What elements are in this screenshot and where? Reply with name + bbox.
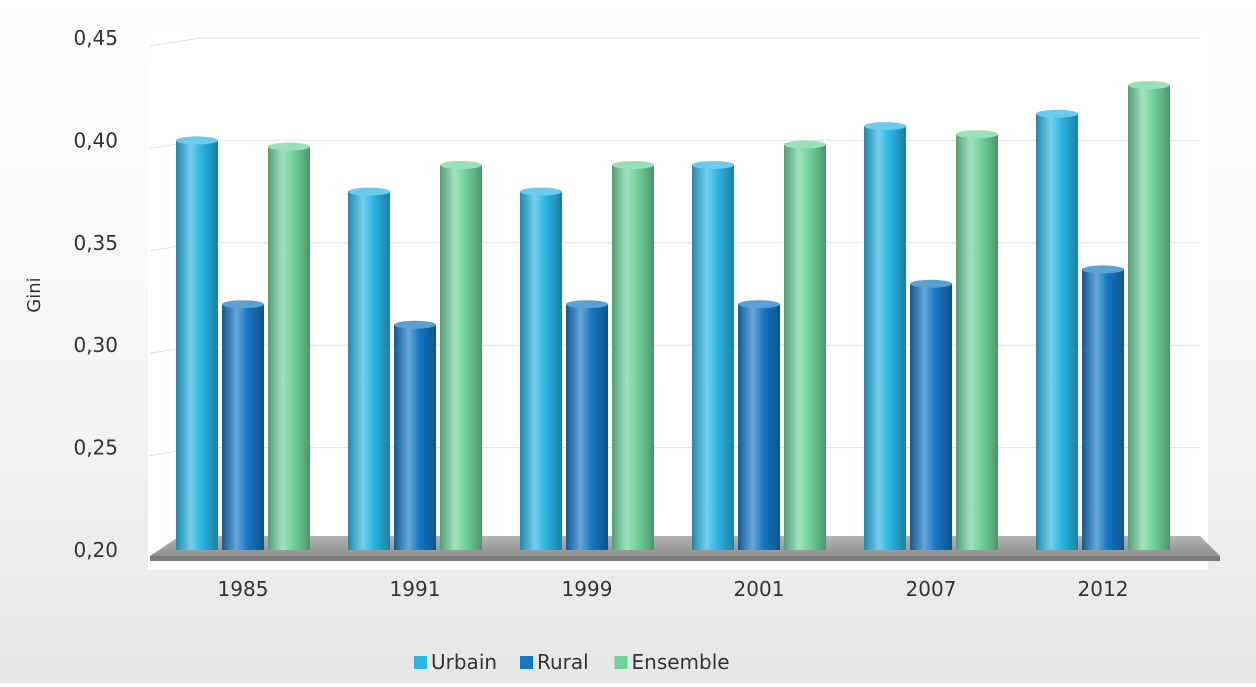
bar-body (520, 191, 562, 550)
bar-body (1128, 85, 1170, 550)
bar-top (268, 142, 310, 151)
bar-ensemble-1985 (268, 142, 310, 550)
bar-urbain-1999 (520, 187, 562, 550)
bar-top (1128, 81, 1170, 90)
x-tick-label: 1991 (390, 577, 441, 601)
bar-urbain-2007 (864, 122, 906, 551)
x-tick-label: 2007 (906, 577, 957, 601)
y-tick-label: 0,30 (73, 333, 118, 357)
bar-body (692, 164, 734, 550)
bar-ensemble-2012 (1128, 81, 1170, 550)
bar-body (268, 146, 310, 550)
bar-top (222, 300, 264, 309)
bar-rural-2012 (1082, 265, 1124, 550)
bar-body (394, 324, 436, 550)
bar-urbain-2001 (692, 160, 734, 550)
y-tick-label: 0,20 (73, 538, 118, 562)
bar-top (956, 130, 998, 139)
y-axis-label: Gini (24, 277, 45, 312)
bar-top (1036, 109, 1078, 118)
legend-swatch (414, 656, 427, 669)
bar-body (738, 304, 780, 550)
bar-body (176, 140, 218, 550)
legend-label: Rural (537, 650, 589, 674)
bar-ensemble-2007 (956, 130, 998, 551)
x-tick-label: 2012 (1078, 577, 1129, 601)
y-tick-label: 0,25 (73, 436, 118, 460)
bar-body (348, 191, 390, 550)
x-tick-label: 1999 (562, 577, 613, 601)
bar-body (784, 144, 826, 550)
bar-rural-2007 (910, 279, 952, 550)
x-tick-label: 1985 (218, 577, 269, 601)
bar-body (956, 134, 998, 551)
x-tick-label: 2001 (734, 577, 785, 601)
bar-top (348, 187, 390, 196)
bar-top (738, 300, 780, 309)
legend-swatch (614, 656, 628, 669)
bar-rural-2001 (738, 300, 780, 550)
bar-ensemble-1999 (612, 160, 654, 550)
bar-body (1036, 113, 1078, 550)
bar-top (864, 122, 906, 131)
bar-body (1082, 269, 1124, 550)
plot-area-background (148, 30, 1208, 570)
bar-top (566, 300, 608, 309)
gridline-perspective (149, 37, 201, 47)
y-tick-label: 0,45 (73, 26, 118, 50)
bar-rural-1985 (222, 300, 264, 550)
bar-urbain-1991 (348, 187, 390, 550)
legend-label: Urbain (431, 650, 497, 674)
y-axis-ticks: 0,20 0,25 0,30 0,35 0,40 0,45 (73, 26, 118, 562)
bar-top (910, 279, 952, 288)
bar-top (612, 160, 654, 169)
bar-top (1082, 265, 1124, 274)
bar-urbain-2012 (1036, 109, 1078, 550)
bar-top (394, 320, 436, 329)
x-axis-ticks: 1985 1991 1999 2001 2007 2012 (218, 577, 1129, 601)
bar-body (864, 126, 906, 551)
legend: Urbain Rural Ensemble (414, 650, 730, 674)
bar-ensemble-2001 (784, 140, 826, 550)
bar-top (784, 140, 826, 149)
bar-urbain-1985 (176, 136, 218, 550)
floor-edge (150, 556, 1220, 561)
legend-item-urbain: Urbain (414, 650, 497, 674)
y-tick-label: 0,35 (73, 231, 118, 255)
bar-body (612, 164, 654, 550)
bar-top (440, 160, 482, 169)
bar-top (692, 160, 734, 169)
bar-rural-1991 (394, 320, 436, 550)
legend-item-rural: Rural (520, 650, 589, 674)
legend-label: Ensemble (632, 650, 730, 674)
legend-item-ensemble: Ensemble (614, 650, 730, 674)
bar-ensemble-1991 (440, 160, 482, 550)
bar-body (910, 283, 952, 550)
bars (176, 81, 1170, 551)
legend-swatch (520, 656, 533, 669)
bar-body (440, 164, 482, 550)
bar-body (222, 304, 264, 550)
y-tick-label: 0,40 (73, 128, 118, 152)
bar-top (176, 136, 218, 145)
bar-rural-1999 (566, 300, 608, 550)
bar-top (520, 187, 562, 196)
bar-body (566, 304, 608, 550)
